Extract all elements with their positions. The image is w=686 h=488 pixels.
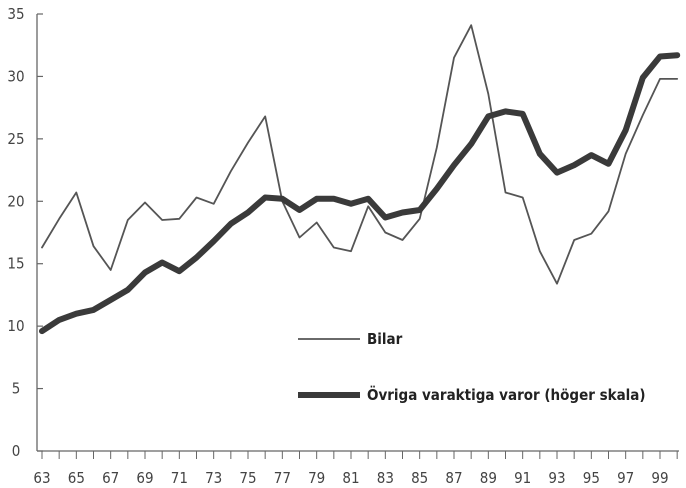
x-tick-label-91: 91: [514, 469, 531, 487]
x-tick-label-67: 67: [102, 469, 119, 487]
x-tick-label-63: 63: [33, 469, 50, 487]
x-tick-label-79: 79: [308, 469, 325, 487]
series-line-0: [41, 24, 679, 285]
x-tick-label-77: 77: [274, 469, 291, 487]
axes: [36, 14, 679, 452]
x-tick-label-99: 99: [651, 469, 668, 487]
legend-label-ovriga-varaktiga-varor: Övriga varaktiga varor (höger skala): [367, 385, 646, 404]
y-tick-label-0: 0: [12, 442, 21, 460]
x-tick-label-69: 69: [136, 469, 153, 487]
x-tick-label-95: 95: [583, 469, 600, 487]
series-layer: [39, 24, 681, 335]
y-tick-label-5: 5: [12, 380, 21, 398]
x-tick-label-75: 75: [239, 469, 256, 487]
series-line-1: [39, 52, 681, 335]
x-tick-label-87: 87: [445, 469, 462, 487]
x-tick-label-93: 93: [548, 469, 565, 487]
x-tick-label-65: 65: [68, 469, 85, 487]
y-tick-label-30: 30: [7, 67, 24, 85]
y-tick-label-15: 15: [7, 255, 24, 273]
x-tick-label-89: 89: [480, 469, 497, 487]
legend: Bilar Övriga varaktiga varor (höger skal…: [298, 330, 646, 404]
y-ticks: 0 5 10 15 20 25 30 35: [7, 5, 43, 460]
x-tick-label-71: 71: [171, 469, 188, 487]
x-tick-label-81: 81: [342, 469, 359, 487]
y-tick-label-25: 25: [7, 130, 24, 148]
x-tick-label-73: 73: [205, 469, 222, 487]
legend-label-bilar: Bilar: [367, 330, 403, 348]
x-tick-label-97: 97: [617, 469, 634, 487]
y-tick-label-10: 10: [7, 317, 24, 335]
x-tick-label-85: 85: [411, 469, 428, 487]
y-tick-label-35: 35: [7, 5, 24, 23]
x-ticks: 63 65 67 69 71 73 75 77 79 81 83 85 87 89 91 93 95 97 99: [33, 451, 678, 487]
x-tick-label-83: 83: [377, 469, 394, 487]
y-tick-label-20: 20: [7, 192, 24, 210]
